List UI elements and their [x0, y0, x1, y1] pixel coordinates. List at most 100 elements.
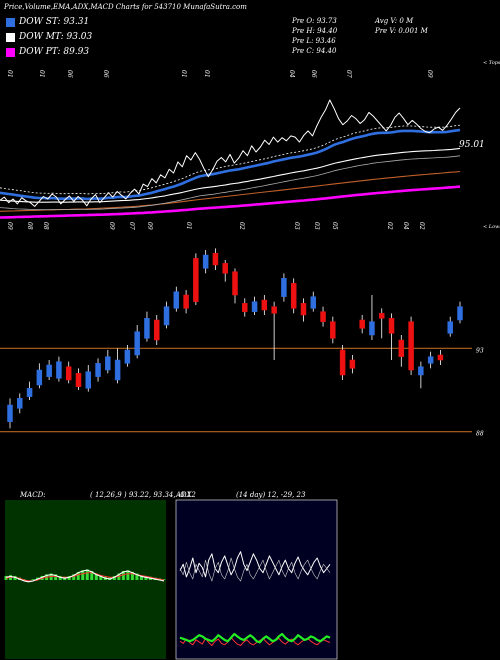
candle-body	[85, 371, 92, 389]
candle-body	[281, 278, 287, 297]
candle-body	[300, 303, 307, 316]
candle-body	[124, 349, 131, 364]
candle-body	[369, 321, 375, 336]
quote-volume: Pre V: 0.001 M	[375, 27, 428, 35]
bottom-date-label: 09	[146, 222, 153, 230]
candle-body	[17, 398, 23, 409]
top-date-label: 07	[345, 70, 352, 78]
candle-body	[310, 296, 317, 309]
adx-title: ADX	[175, 491, 193, 499]
macd-line	[5, 569, 165, 583]
macd-params: ( 12,26,9 ) 93.22, 93.34, -0.12	[90, 491, 196, 499]
ema-long-line	[0, 185, 461, 219]
bottom-date-label: 07	[128, 222, 135, 230]
candle-body	[457, 306, 463, 321]
candle-body	[232, 271, 238, 296]
adx-panel	[175, 499, 338, 660]
candle-body	[359, 319, 365, 329]
legend-dow-pt: DOW PT: 89.93	[6, 47, 89, 57]
level-label-93: 93	[476, 347, 484, 354]
lows-label: < Lows	[483, 224, 500, 230]
candle-body	[251, 301, 258, 312]
top-date-label: 04	[288, 70, 295, 78]
candle-body	[398, 339, 405, 357]
macd-title: MACD:	[19, 491, 46, 499]
bottom-date-label: 08	[26, 222, 33, 230]
bottom-date-label: 02	[418, 222, 425, 230]
legend-label-mt: DOW MT: 93.03	[19, 32, 93, 42]
candle-body	[271, 306, 277, 314]
top-date-label: 06	[66, 70, 73, 78]
price-line	[0, 99, 461, 207]
candle-body	[75, 373, 82, 387]
ema-mid-line	[0, 147, 461, 203]
candle-body	[388, 318, 395, 334]
candle-body	[95, 363, 101, 377]
candle-body	[26, 388, 33, 397]
minus-di-line	[179, 557, 331, 582]
quote-low: Pre L: 93.46	[292, 37, 336, 45]
candle-body	[46, 364, 52, 377]
candle-body	[290, 283, 297, 309]
candle-body	[418, 366, 424, 376]
candle-body	[242, 303, 248, 312]
candle-body	[437, 354, 444, 361]
bottom-date-label: 03	[293, 222, 300, 230]
chart-title: Price,Volume,EMA,ADX,MACD Charts for 543…	[4, 3, 247, 11]
candle-body	[144, 318, 150, 339]
top-date-label: 06	[310, 70, 317, 78]
quote-open: Pre O: 93.73	[292, 17, 337, 25]
ema-mid-shadow-line	[0, 155, 461, 211]
plus-di-line	[179, 551, 331, 578]
candle-body	[114, 359, 121, 381]
bottom-date-label: 02	[238, 222, 245, 230]
candle-body	[183, 294, 189, 309]
tops-label: < Tops	[483, 60, 500, 66]
legend-dow-st: DOW ST: 93.31	[6, 17, 89, 27]
candle-body	[36, 369, 43, 386]
last-value-label: 95.01	[459, 140, 485, 150]
bottom-date-label: 08	[42, 222, 49, 230]
candle-body	[427, 356, 434, 364]
candle-body	[320, 311, 326, 322]
top-date-label: 01	[6, 70, 13, 78]
bottom-date-label: 05	[331, 222, 338, 230]
legend-label-st: DOW ST: 93.31	[19, 17, 90, 27]
bottom-date-label: 09	[108, 222, 115, 230]
candle-body	[222, 263, 228, 274]
candle-body	[212, 253, 219, 266]
candle-body	[349, 359, 356, 369]
adx-line	[179, 632, 331, 644]
bottom-date-label: 09	[6, 222, 13, 230]
bottom-date-label: 01	[185, 222, 192, 230]
candle-body	[193, 258, 199, 302]
candle-body	[202, 254, 209, 269]
top-date-label: 01	[180, 70, 187, 78]
legend-swatch-mt	[6, 32, 15, 42]
legend-swatch-pt	[6, 47, 15, 57]
candle-body	[447, 321, 453, 334]
candle-body	[261, 299, 268, 311]
price-ema-chart: 01 01 06 06 01 01 04 06 07 09 09 08 08 09 07 09 01 02 03 03…	[0, 60, 500, 230]
candle-body	[153, 319, 160, 341]
candle-body	[7, 404, 13, 422]
quote-close: Pre C: 94.40	[292, 47, 337, 55]
candle-body	[408, 321, 414, 371]
candle-body	[134, 331, 140, 356]
top-date-label: 06	[102, 70, 109, 78]
top-date-label: 01	[203, 70, 210, 78]
candle-body	[173, 291, 180, 309]
candlestick-chart: 93 88	[0, 248, 484, 438]
candle-body	[65, 366, 72, 381]
candle-body	[339, 349, 346, 376]
macd-chart	[4, 569, 166, 583]
quote-high: Pre H: 94.40	[292, 27, 338, 35]
bottom-date-label: 03	[313, 222, 320, 230]
candle-body	[56, 361, 62, 379]
legend-swatch-st	[6, 17, 15, 27]
ema-short-line	[0, 128, 461, 201]
candle-body	[105, 356, 111, 371]
candle-body	[163, 306, 170, 326]
candle-body	[330, 321, 336, 339]
